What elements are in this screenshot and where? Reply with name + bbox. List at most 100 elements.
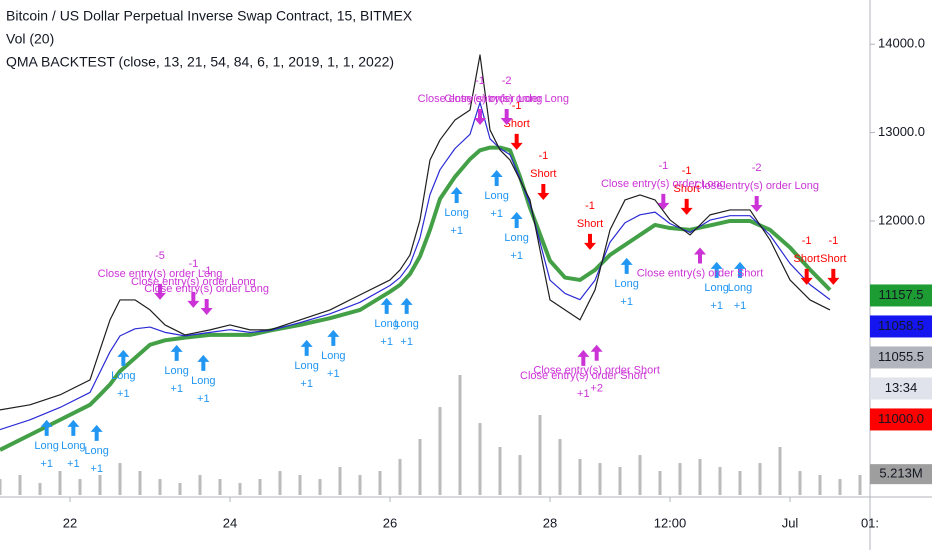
price-label: 11058.5 [878, 318, 924, 333]
signal-text: Close entry(s) order Short [533, 365, 660, 377]
signal-arrow [694, 247, 706, 264]
price-label: 11000.0 [878, 411, 924, 426]
volume-bar [418, 439, 422, 495]
signal-text: Long [84, 445, 108, 457]
volume-bar [578, 459, 582, 495]
signal-text: Close entry(s) order Short [520, 370, 647, 382]
volume-bar [818, 475, 822, 495]
signal-qty: +1 [170, 383, 183, 395]
signal-qty: +1 [620, 296, 633, 308]
series-line [0, 54, 831, 411]
signal-qty: -2 [502, 75, 512, 87]
volume-bar [658, 471, 662, 495]
signal-qty: +1 [67, 458, 80, 470]
signal-arrow [197, 354, 210, 371]
volume-bar [38, 483, 42, 495]
signal-arrow [510, 211, 523, 228]
x-tick-label: 12:00 [654, 515, 687, 530]
signal-arrow [380, 297, 393, 314]
signal-qty: -2 [752, 162, 762, 174]
signal-arrow [827, 268, 840, 285]
signal-text: Long [164, 365, 188, 377]
signal-arrow [200, 298, 213, 315]
volume-bar [198, 475, 202, 495]
x-tick-label: Jul [782, 515, 799, 530]
price-label-box [870, 346, 932, 369]
signal-text: Close entry(s) order Long [144, 283, 269, 295]
volume-bar [398, 459, 402, 495]
signal-qty: -5 [155, 250, 165, 262]
volume-bar [118, 463, 122, 495]
volume-bar [858, 475, 862, 495]
signal-text: Long [111, 370, 135, 382]
series-line [0, 145, 832, 452]
volume-bar [718, 467, 722, 495]
signal-qty: +1 [90, 463, 103, 475]
signal-arrow [450, 186, 463, 203]
signal-arrow [300, 339, 313, 356]
signal-text: Short [794, 253, 820, 265]
signal-qty: +1 [510, 250, 523, 262]
volume-bar [558, 439, 562, 495]
signal-qty: -1 [682, 165, 692, 177]
volume-label-box [870, 464, 932, 485]
signal-qty: +1 [400, 336, 413, 348]
signal-text: Long [294, 360, 318, 372]
price-label: 11055.5 [878, 349, 924, 364]
signal-arrow [90, 424, 103, 441]
signal-qty: +1 [300, 378, 313, 390]
signal-text: Short [674, 183, 700, 195]
volume-bar [618, 467, 622, 495]
signal-qty: -1 [658, 160, 668, 172]
signal-arrow [327, 329, 340, 346]
volume-bar [378, 471, 382, 495]
price-label-box [870, 315, 932, 338]
signal-text: Long [34, 440, 58, 452]
signal-text: Long [374, 318, 398, 330]
signal-qty: -1 [512, 100, 522, 112]
volume-bar [358, 475, 362, 495]
axes: 12000.0 13000.0 14000.0 22 24 26 28 12:00 Jul 01:… [63, 36, 932, 530]
signal-arrow [537, 183, 550, 200]
signal-qty: +1 [380, 336, 393, 348]
volume-bar [638, 455, 642, 495]
signal-arrow [657, 193, 670, 210]
volume-bar [158, 479, 162, 495]
volume-bar [218, 479, 222, 495]
volume-bar [498, 447, 502, 495]
signal-arrow [40, 419, 53, 436]
volume-label: 5.213M [879, 466, 922, 481]
signal-text: Close entry(s) order Long [444, 93, 569, 105]
volume-bar [518, 455, 522, 495]
signal-arrow [67, 419, 80, 436]
signal-qty: -1 [202, 265, 212, 277]
signal-qty: +1 [327, 368, 340, 380]
volume-bar [598, 463, 602, 495]
signal-qty: +1 [577, 388, 590, 400]
x-tick-label: 24 [223, 515, 237, 530]
volume-bar [758, 463, 762, 495]
signal-arrow [400, 297, 413, 314]
signal-arrow [577, 349, 590, 366]
signal-qty: -1 [188, 258, 198, 270]
signal-qty: +1 [197, 393, 210, 405]
volume-bar [318, 479, 322, 495]
x-tick-label: 01: [861, 515, 879, 530]
signal-arrow [170, 344, 183, 361]
volume-bar [838, 479, 842, 495]
y-tick-label: 12000.0 [878, 212, 925, 227]
signal-text: Short [820, 253, 846, 265]
signal-arrow [590, 344, 603, 361]
chart-title: Bitcoin / US Dollar Perpetual Inverse Sw… [6, 8, 413, 24]
signal-text: Close entry(s) order Long [601, 178, 726, 190]
signal-qty: +1 [40, 458, 53, 470]
signal-qty: -1 [475, 75, 485, 87]
y-tick-label: 13000.0 [878, 124, 925, 139]
signal-qty: +1 [490, 208, 503, 220]
signal-arrow [734, 261, 746, 278]
signal-arrow [680, 198, 693, 215]
signal-qty: -1 [585, 200, 595, 212]
volume-bar [78, 479, 82, 495]
signal-arrow [510, 133, 523, 150]
